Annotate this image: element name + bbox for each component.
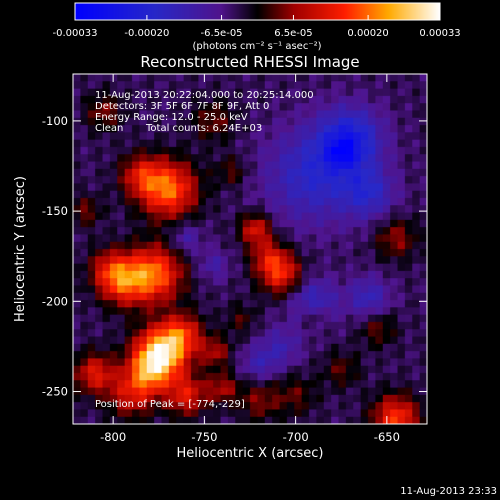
colorbar-tick-label: 0.00033 — [419, 28, 460, 39]
y-tick-label: -250 — [42, 385, 68, 399]
x-tick-label: -750 — [191, 430, 217, 444]
y-tick-label: -150 — [42, 204, 68, 218]
colorbar-tick-label: 0.00020 — [347, 28, 388, 39]
x-tick-label: -650 — [374, 430, 400, 444]
y-tick-label: -100 — [42, 114, 68, 128]
axis-ticks: -800 -750 -700 -650 -100 -150 -200 -250 — [42, 74, 427, 444]
colorbar-frame — [74, 2, 441, 21]
footer-timestamp: 11-Aug-2013 23:33 — [400, 486, 497, 497]
info-peak: Position of Peak = [-774,-229] — [95, 399, 245, 410]
info-time-range: 11-Aug-2013 20:22:04.000 to 20:25:14.000 — [95, 90, 314, 101]
colorbar-tick-label: -0.00020 — [124, 28, 169, 39]
colorbar-units: (photons cm⁻² s⁻¹ asec⁻²) — [192, 41, 321, 52]
info-energy: Energy Range: 12.0 - 25.0 keV — [95, 112, 248, 123]
chart-title: Reconstructed RHESSI Image — [140, 53, 359, 71]
x-tick-label: -800 — [100, 430, 126, 444]
info-detectors: Detectors: 3F 5F 6F 7F 8F 9F, Att 0 — [95, 101, 269, 112]
colorbar: -0.00033 -0.00020 -6.5e-05 6.5e-05 0.00020 0.… — [53, 2, 461, 52]
colorbar-tick-label: 6.5e-05 — [274, 28, 312, 39]
colorbar-gradient — [75, 3, 440, 20]
info-algorithm: Clean — [95, 123, 123, 134]
info-overlay: 11-Aug-2013 20:22:04.000 to 20:25:14.000… — [95, 90, 314, 410]
x-tick-label: -700 — [283, 430, 309, 444]
colorbar-tick-label: -0.00033 — [53, 28, 98, 39]
info-counts: Total counts: 6.24E+03 — [145, 123, 262, 134]
y-tick-label: -200 — [42, 294, 68, 308]
y-axis-label: Heliocentric Y (arcsec) — [13, 176, 28, 322]
plot-frame — [72, 73, 428, 425]
x-axis-label: Heliocentric X (arcsec) — [177, 446, 324, 461]
colorbar-tick-label: -6.5e-05 — [201, 28, 243, 39]
heatmap-image — [73, 74, 427, 424]
colorbar-ticks: -0.00033 -0.00020 -6.5e-05 6.5e-05 0.00020 0.… — [53, 15, 461, 39]
